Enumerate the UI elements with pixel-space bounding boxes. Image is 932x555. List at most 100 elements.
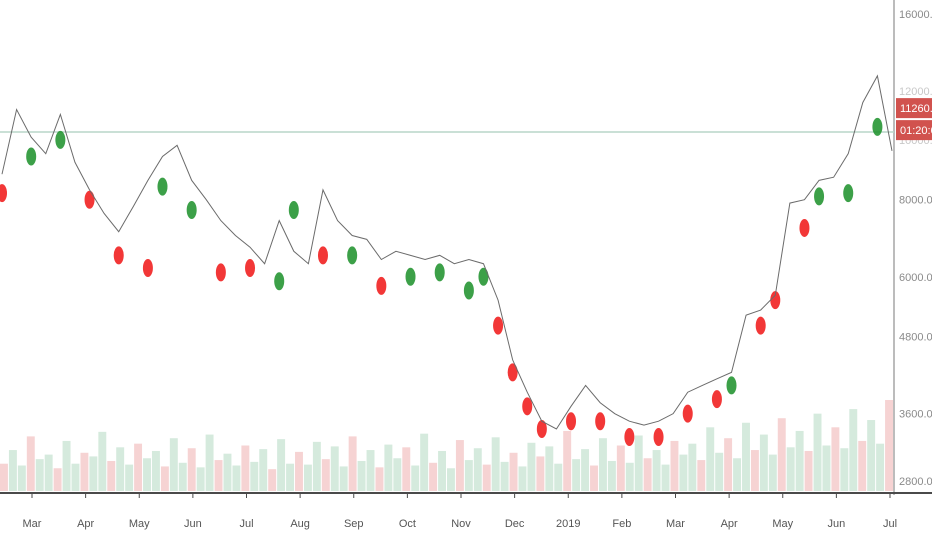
volume-bar [876,443,885,491]
volume-bar [572,459,581,491]
volume-bar [178,462,187,491]
price-tick-label: 2800.0 [899,476,932,488]
volume-bar [268,469,277,491]
volume-bar [679,454,688,491]
bearish-marker [595,412,606,431]
bearish-marker [566,412,577,431]
price-tick-label-partial: 12000.0 [899,86,932,98]
volume-bar [160,466,169,491]
volume-bar [759,434,768,491]
volume-bar [393,458,402,491]
month-label: Nov [451,518,471,530]
bullish-marker [157,177,168,196]
bearish-marker [522,397,533,416]
signal-markers [0,117,883,446]
volume-bar [536,456,545,491]
volume-bar [80,452,89,491]
price-line-layer [1,74,893,430]
volume-bar [196,467,205,491]
volume-bar [527,442,536,491]
bullish-marker [463,281,474,300]
volume-bar [813,413,822,491]
month-label: Apr [77,518,94,530]
volume-bar [17,465,26,491]
volume-layer [0,400,893,491]
bearish-marker [0,184,7,203]
volume-bar [348,436,357,491]
bullish-marker [872,117,883,136]
volume-bar [742,422,750,491]
volume-bar [777,418,786,491]
volume-bar [143,458,151,491]
volume-bar [545,446,554,491]
volume-bar [330,446,339,491]
volume-bar [616,445,625,491]
volume-bar [518,466,527,491]
bearish-marker [317,246,328,265]
volume-bar [724,438,733,491]
month-label: Mar [666,518,685,530]
month-label: May [772,518,793,530]
bearish-marker [142,259,153,278]
price-tick-label: 4800.0 [899,332,932,344]
month-label: Oct [399,518,416,530]
volume-bar [858,440,867,491]
volume-bar [107,460,116,491]
volume-bar [125,464,134,491]
last-price-badge[interactable]: 11260.5 [896,98,932,119]
countdown-value: 01:20:01 [900,125,932,137]
volume-bar [286,463,295,491]
bearish-marker [799,218,810,237]
volume-bar [840,448,849,491]
volume-bar [697,460,706,491]
bearish-marker [770,291,781,310]
volume-bar [509,452,518,491]
bearish-marker [507,363,518,382]
last-price-value: 11260.5 [900,103,932,115]
month-label: Jun [828,518,846,530]
volume-bar [250,461,259,491]
price-tick-label: 3600.0 [899,409,932,421]
volume-bar [652,450,661,491]
bearish-marker [113,246,124,265]
bearish-marker [711,390,722,409]
volume-bar [688,443,697,491]
volume-bar [634,435,643,491]
volume-bar [447,468,455,491]
bearish-marker [84,190,95,209]
countdown-badge[interactable]: 01:20:01 [896,120,932,141]
volume-bar [151,450,160,491]
volume-bar [303,464,312,491]
price-tick-label: 6000.0 [899,272,932,284]
volume-bar [26,436,35,491]
bearish-marker [653,427,664,446]
time-axis: Mar Apr May Jun Jul Aug Sep Oct Nov Dec … [23,493,897,530]
month-label: Feb [612,518,631,530]
volume-bar [205,434,214,491]
volume-bar [0,463,8,491]
volume-bar [259,449,268,491]
volume-bar [187,448,196,491]
month-label: Aug [290,518,310,530]
last-price-badge-bg [896,98,932,119]
volume-bar [89,456,98,491]
price-tick-label: 8000.0 [899,195,932,207]
volume-bar [598,438,607,491]
volume-bar [366,450,375,491]
volume-bar [339,466,348,491]
volume-bar [44,454,53,491]
bearish-marker [624,427,635,446]
bullish-marker [288,200,299,219]
bullish-marker [186,200,197,219]
bearish-marker [376,276,387,295]
month-label: Jul [239,518,253,530]
volume-bar [849,409,858,491]
volume-bar [357,460,366,491]
volume-bar [35,459,44,491]
volume-bar [411,465,420,491]
bullish-marker [434,263,445,282]
volume-bar [715,452,724,491]
volume-bar [384,444,393,491]
